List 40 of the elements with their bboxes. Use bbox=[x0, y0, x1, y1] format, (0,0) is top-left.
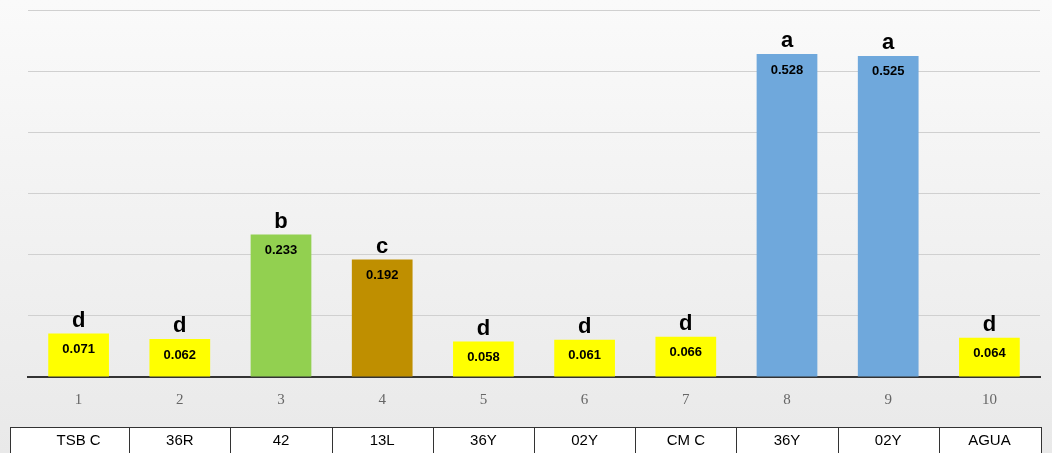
x-tick-label: 8 bbox=[783, 390, 791, 407]
text: 13L bbox=[369, 431, 395, 449]
annotation: a bbox=[780, 27, 794, 53]
x-tick-label: 5 bbox=[479, 390, 488, 407]
annotation: a bbox=[882, 28, 896, 54]
annotation: d bbox=[71, 306, 86, 332]
data-label: 0.064 bbox=[973, 345, 1007, 361]
text: 36R bbox=[166, 431, 194, 449]
annotation: d bbox=[476, 314, 491, 340]
data-label: 0.062 bbox=[163, 346, 197, 362]
x-tick-label: 4 bbox=[378, 390, 387, 407]
data-label: 0.071 bbox=[62, 341, 95, 357]
data-label: 0.233 bbox=[264, 242, 298, 258]
annotation: d bbox=[679, 309, 693, 335]
annotation: d bbox=[173, 312, 187, 338]
x-tick-label: 1 bbox=[74, 390, 83, 407]
text: 02Y bbox=[571, 431, 598, 449]
x-tick-label: 6 bbox=[580, 390, 589, 407]
annotation: c bbox=[376, 232, 389, 258]
x-tick-label: 9 bbox=[884, 390, 892, 407]
x-tick-label: 2 bbox=[176, 390, 184, 407]
text: 36Y bbox=[773, 431, 801, 449]
text: TSB C bbox=[56, 431, 101, 449]
data-label: 0.192 bbox=[365, 267, 399, 283]
data-label: 0.525 bbox=[871, 63, 905, 79]
x-tick-label: 3 bbox=[277, 390, 285, 407]
data-label: 0.058 bbox=[467, 349, 500, 365]
text: AGUA bbox=[968, 431, 1011, 449]
text: CM C bbox=[666, 431, 706, 449]
annotation: d bbox=[577, 312, 592, 338]
annotation: d bbox=[982, 310, 997, 336]
text: 36Y bbox=[470, 431, 497, 449]
data-label: 0.061 bbox=[568, 347, 601, 363]
text: 42 bbox=[272, 431, 290, 449]
annotation: b bbox=[274, 207, 288, 233]
x-tick-label: 7 bbox=[682, 390, 691, 407]
x-tick-label: 10 bbox=[981, 390, 997, 407]
text: 02Y bbox=[874, 431, 902, 449]
data-label: 0.528 bbox=[770, 61, 804, 77]
data-label: 0.066 bbox=[669, 344, 703, 360]
